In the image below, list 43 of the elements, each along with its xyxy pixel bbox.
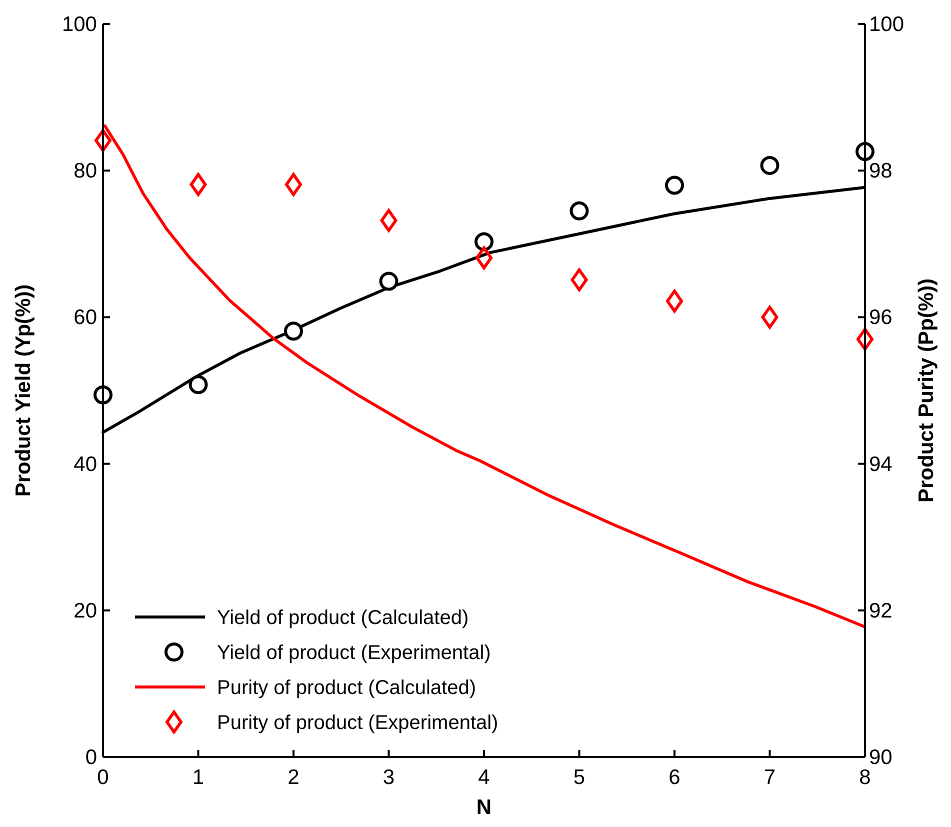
point bbox=[761, 306, 778, 329]
legend-label: Yield of product (Experimental) bbox=[217, 642, 491, 664]
point bbox=[94, 129, 112, 152]
y-tick-label: 60 bbox=[74, 306, 97, 330]
point bbox=[379, 272, 398, 291]
y-tick-label: 20 bbox=[74, 599, 97, 622]
x-tick-label: 1 bbox=[192, 766, 204, 789]
y2-tick-label: 96 bbox=[869, 306, 892, 330]
y2-tick-label: 90 bbox=[869, 746, 892, 769]
point bbox=[285, 173, 302, 196]
point bbox=[188, 375, 208, 394]
point bbox=[856, 328, 874, 351]
point bbox=[380, 208, 398, 232]
point bbox=[665, 176, 684, 195]
y2-tick-label: 98 bbox=[869, 160, 892, 183]
x-axis-title: N bbox=[476, 796, 492, 819]
legend-label: Yield of product (Calculated) bbox=[217, 607, 469, 629]
x-tick-label: 6 bbox=[668, 766, 680, 789]
point bbox=[666, 290, 683, 313]
legend-label: Purity of product (Experimental) bbox=[217, 712, 498, 734]
x-tick-label: 4 bbox=[478, 766, 490, 789]
point bbox=[760, 156, 780, 175]
legend-label: Purity of product (Calculated) bbox=[217, 677, 476, 699]
y2-tick-label: 100 bbox=[869, 13, 904, 36]
y-tick-label: 80 bbox=[74, 160, 97, 183]
y-tick-label: 0 bbox=[85, 746, 97, 769]
y2-tick-label: 92 bbox=[869, 599, 892, 622]
x-tick-label: 8 bbox=[859, 766, 871, 789]
x-tick-label: 7 bbox=[764, 766, 776, 789]
point bbox=[570, 201, 589, 220]
point bbox=[190, 173, 207, 196]
x-tick-label: 3 bbox=[382, 766, 395, 789]
y2-tick-label: 94 bbox=[869, 452, 893, 476]
y2-axis-title: Product Purity (Pp(%)) bbox=[915, 278, 938, 502]
point bbox=[476, 246, 492, 270]
point bbox=[284, 322, 303, 341]
point bbox=[474, 232, 494, 252]
y-tick-label: 40 bbox=[74, 452, 97, 476]
y-tick-label: 100 bbox=[62, 13, 97, 36]
x-tick-label: 2 bbox=[288, 766, 300, 789]
x-tick-label: 5 bbox=[573, 766, 586, 789]
y-axis-title: Product Yield (Yp(%)) bbox=[12, 284, 35, 497]
point bbox=[570, 268, 588, 292]
